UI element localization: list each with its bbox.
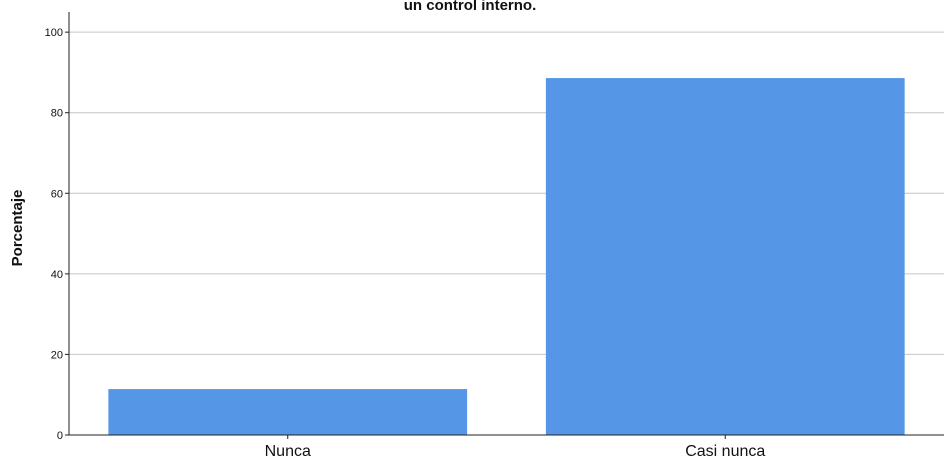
- y-tick-label: 0: [57, 430, 63, 442]
- bar-casi-nunca: [545, 78, 905, 435]
- chart-title: un control interno.: [404, 0, 537, 14]
- y-tick-label: 20: [51, 349, 63, 361]
- y-tick-label: 60: [51, 188, 63, 200]
- y-ticks: 0 20 40 60 80 100: [45, 27, 69, 442]
- x-ticks: Nunca Casi nunca: [265, 435, 765, 460]
- x-tick-label: Nunca: [265, 443, 311, 460]
- y-tick-label: 100: [45, 27, 63, 39]
- y-tick-label: 40: [51, 269, 63, 281]
- y-axis-label: Porcentaje: [9, 190, 26, 267]
- bar-nunca: [108, 389, 468, 435]
- axes: [68, 12, 944, 436]
- x-tick-label: Casi nunca: [685, 443, 765, 460]
- bars: [108, 78, 905, 435]
- y-tick-label: 80: [51, 108, 63, 120]
